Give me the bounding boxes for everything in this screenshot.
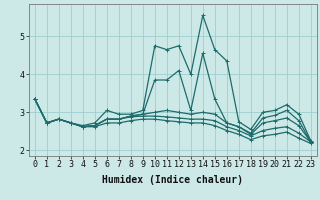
X-axis label: Humidex (Indice chaleur): Humidex (Indice chaleur) [102, 175, 243, 185]
